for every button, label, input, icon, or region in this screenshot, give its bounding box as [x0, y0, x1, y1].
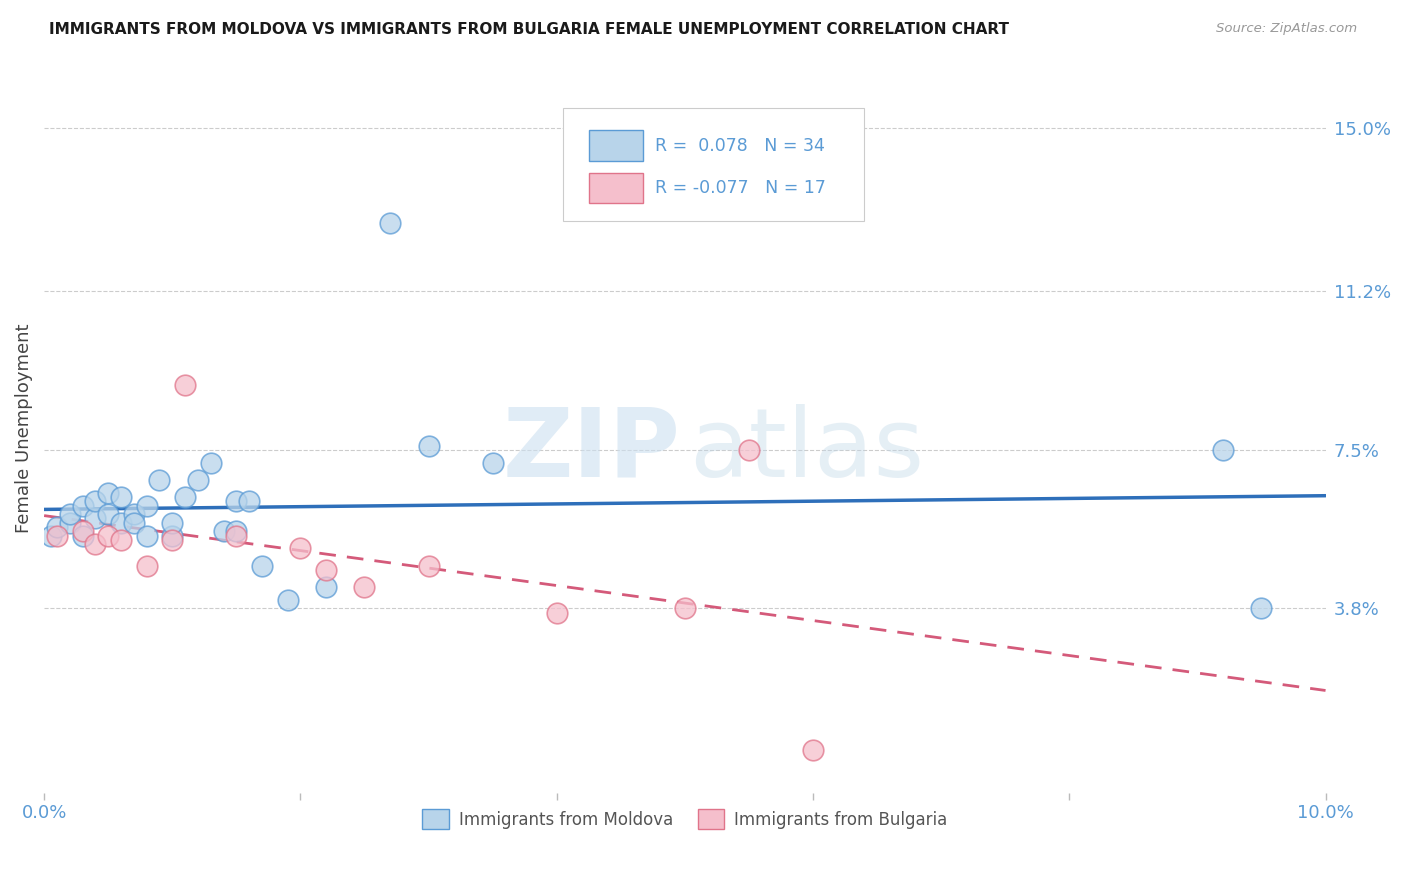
Text: IMMIGRANTS FROM MOLDOVA VS IMMIGRANTS FROM BULGARIA FEMALE UNEMPLOYMENT CORRELAT: IMMIGRANTS FROM MOLDOVA VS IMMIGRANTS FR… [49, 22, 1010, 37]
Point [39, 528, 62, 542]
Point [315, 580, 337, 594]
Point [45, 528, 67, 542]
Y-axis label: Female Unemployment: Female Unemployment [15, 324, 32, 533]
Point [72, 524, 94, 539]
Point [59, 516, 82, 530]
Point [162, 516, 184, 530]
Point [135, 499, 157, 513]
Point [290, 541, 312, 556]
Point [135, 528, 157, 542]
Point [122, 507, 145, 521]
Point [315, 563, 337, 577]
Point [84, 511, 107, 525]
Point [45, 520, 67, 534]
Point [225, 524, 247, 539]
Point [481, 456, 503, 470]
Point [1250, 601, 1272, 615]
Point [546, 606, 568, 620]
FancyBboxPatch shape [589, 173, 643, 203]
Point [84, 537, 107, 551]
Text: ZIP: ZIP [503, 404, 681, 497]
Text: R =  0.078   N = 34: R = 0.078 N = 34 [655, 136, 825, 154]
Text: atlas: atlas [689, 404, 924, 497]
Point [200, 456, 222, 470]
Point [97, 528, 120, 542]
Point [418, 558, 440, 573]
FancyBboxPatch shape [562, 108, 865, 220]
Point [673, 601, 696, 615]
Point [162, 528, 184, 542]
Point [225, 494, 247, 508]
Text: Source: ZipAtlas.com: Source: ZipAtlas.com [1216, 22, 1357, 36]
Point [174, 378, 197, 392]
Point [148, 473, 170, 487]
Point [59, 507, 82, 521]
Text: R = -0.077   N = 17: R = -0.077 N = 17 [655, 179, 827, 197]
Point [72, 499, 94, 513]
Point [1212, 442, 1234, 457]
Point [378, 216, 401, 230]
Point [277, 592, 299, 607]
Point [250, 558, 273, 573]
Point [122, 516, 145, 530]
Point [97, 485, 120, 500]
Legend: Immigrants from Moldova, Immigrants from Bulgaria: Immigrants from Moldova, Immigrants from… [415, 803, 955, 835]
Point [110, 516, 132, 530]
FancyBboxPatch shape [589, 130, 643, 161]
Point [72, 528, 94, 542]
Point [162, 533, 184, 547]
Point [110, 490, 132, 504]
Point [187, 473, 209, 487]
Point [174, 490, 197, 504]
Point [238, 494, 260, 508]
Point [110, 533, 132, 547]
Point [353, 580, 375, 594]
Point [212, 524, 235, 539]
Point [97, 507, 120, 521]
Point [418, 438, 440, 452]
Point [135, 558, 157, 573]
Point [225, 528, 247, 542]
Point [738, 442, 761, 457]
Point [801, 743, 824, 757]
Point [84, 494, 107, 508]
